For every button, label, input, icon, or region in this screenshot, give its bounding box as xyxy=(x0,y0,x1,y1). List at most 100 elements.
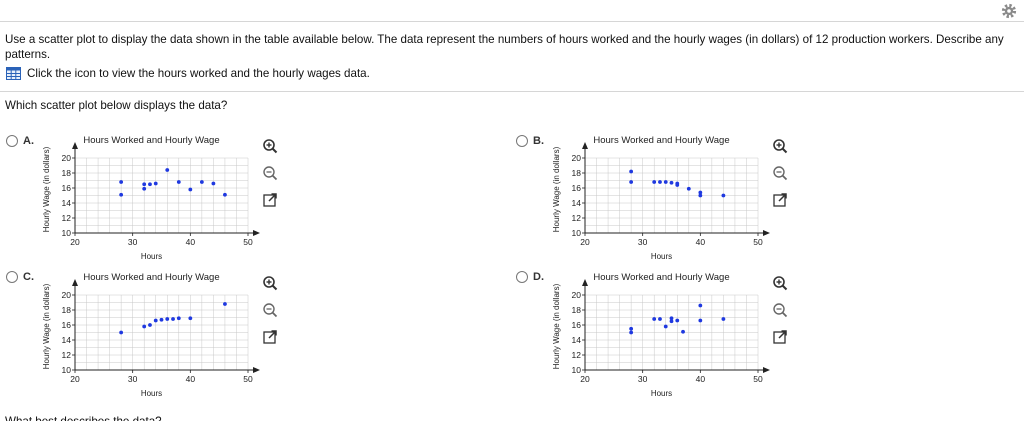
option-d[interactable]: D. xyxy=(516,271,544,283)
y-tick-label: 14 xyxy=(572,335,582,345)
x-tick-label: 20 xyxy=(70,374,80,384)
option-letter: D. xyxy=(533,271,544,283)
open-in-new-window-icon[interactable] xyxy=(262,329,278,345)
data-point xyxy=(658,317,662,321)
data-point xyxy=(188,187,193,192)
open-in-new-window-icon[interactable] xyxy=(772,192,788,208)
zoom-in-icon[interactable] xyxy=(772,275,788,291)
chart-title: Hours Worked and Hourly Wage xyxy=(593,272,729,283)
scatter-chart-b: Hours Worked and Hourly Wage 20 30 40 50 10 12… xyxy=(552,135,770,261)
x-tick-label: 30 xyxy=(128,374,138,384)
option-letter: B. xyxy=(533,135,544,147)
y-tick-label: 20 xyxy=(572,290,582,300)
y-axis-label: Hourly Wage (in dollars) xyxy=(552,283,561,369)
zoom-out-icon[interactable] xyxy=(262,165,278,181)
y-tick-label: 10 xyxy=(62,365,72,375)
data-point xyxy=(119,180,124,184)
data-point xyxy=(188,316,193,321)
y-tick-label: 14 xyxy=(62,335,72,345)
x-axis-label: Hours xyxy=(141,252,162,261)
data-link-row[interactable]: Click the icon to view the hours worked … xyxy=(6,67,370,80)
data-point xyxy=(669,316,674,321)
data-point xyxy=(629,330,634,335)
x-axis-label: Hours xyxy=(651,252,672,261)
x-tick-label: 20 xyxy=(580,374,590,384)
data-point xyxy=(199,180,204,184)
y-axis-arrow xyxy=(582,142,588,149)
zoom-out-icon[interactable] xyxy=(262,302,278,318)
question-text: Use a scatter plot to display the data s… xyxy=(5,33,1004,61)
data-point xyxy=(675,318,680,323)
data-point xyxy=(681,329,685,334)
data-point xyxy=(652,317,657,321)
zoom-in-icon[interactable] xyxy=(262,138,278,154)
chart-title: Hours Worked and Hourly Wage xyxy=(83,135,219,146)
data-point xyxy=(142,324,147,329)
y-tick-label: 20 xyxy=(62,153,72,163)
x-tick-label: 40 xyxy=(696,237,706,247)
x-tick-label: 40 xyxy=(696,374,706,384)
x-tick-label: 50 xyxy=(243,374,253,384)
x-tick-label: 50 xyxy=(753,237,763,247)
zoom-out-icon[interactable] xyxy=(772,165,788,181)
data-point xyxy=(142,182,147,187)
y-tick-label: 12 xyxy=(62,213,72,223)
scatter-chart-c: Hours Worked and Hourly Wage 20 30 40 50 10 12… xyxy=(42,272,260,398)
y-tick-label: 18 xyxy=(62,168,72,178)
table-icon[interactable] xyxy=(6,67,21,80)
x-axis-arrow xyxy=(763,230,770,236)
chart-tools-b xyxy=(772,138,788,208)
scatter-chart-d: Hours Worked and Hourly Wage 20 30 40 50 10 12… xyxy=(552,272,770,398)
x-axis-arrow xyxy=(763,367,770,373)
y-tick-label: 12 xyxy=(572,213,582,223)
data-point xyxy=(698,193,703,198)
data-point xyxy=(669,319,674,324)
y-tick-label: 16 xyxy=(572,320,582,330)
sub-question: Which scatter plot below displays the da… xyxy=(5,99,228,112)
data-point xyxy=(153,181,158,186)
option-b[interactable]: B. xyxy=(516,135,544,147)
y-axis-arrow xyxy=(72,279,78,286)
radio-c[interactable] xyxy=(6,271,18,283)
chart-title: Hours Worked and Hourly Wage xyxy=(593,135,729,146)
y-axis-arrow xyxy=(582,279,588,286)
open-in-new-window-icon[interactable] xyxy=(772,329,788,345)
chart-tools-d xyxy=(772,275,788,345)
radio-d[interactable] xyxy=(516,271,528,283)
data-point xyxy=(675,183,680,187)
data-point xyxy=(165,317,170,321)
x-tick-label: 50 xyxy=(243,237,253,247)
option-c[interactable]: C. xyxy=(6,271,34,283)
y-tick-label: 18 xyxy=(572,305,582,315)
option-a[interactable]: A. xyxy=(6,135,34,147)
y-tick-label: 14 xyxy=(62,198,72,208)
option-letter: C. xyxy=(23,271,34,283)
top-divider xyxy=(0,21,1024,22)
y-tick-label: 20 xyxy=(62,290,72,300)
y-tick-label: 18 xyxy=(62,305,72,315)
chart-title: Hours Worked and Hourly Wage xyxy=(83,272,219,283)
data-point xyxy=(629,180,634,184)
y-tick-label: 12 xyxy=(572,350,582,360)
section-divider xyxy=(0,91,1024,92)
y-tick-label: 18 xyxy=(572,168,582,178)
gear-icon[interactable] xyxy=(1000,2,1018,20)
radio-b[interactable] xyxy=(516,135,528,147)
y-axis-arrow xyxy=(72,142,78,149)
zoom-in-icon[interactable] xyxy=(262,275,278,291)
radio-a[interactable] xyxy=(6,135,18,147)
zoom-in-icon[interactable] xyxy=(772,138,788,154)
x-tick-label: 50 xyxy=(753,374,763,384)
x-tick-label: 40 xyxy=(186,237,196,247)
data-point xyxy=(698,318,703,323)
y-axis-label: Hourly Wage (in dollars) xyxy=(42,146,51,232)
x-tick-label: 40 xyxy=(186,374,196,384)
x-axis-arrow xyxy=(253,367,260,373)
data-point xyxy=(176,180,181,184)
zoom-out-icon[interactable] xyxy=(772,302,788,318)
y-tick-label: 20 xyxy=(572,153,582,163)
open-in-new-window-icon[interactable] xyxy=(262,192,278,208)
data-link-text[interactable]: Click the icon to view the hours worked … xyxy=(27,67,370,80)
data-point xyxy=(153,318,158,323)
y-tick-label: 10 xyxy=(62,228,72,238)
